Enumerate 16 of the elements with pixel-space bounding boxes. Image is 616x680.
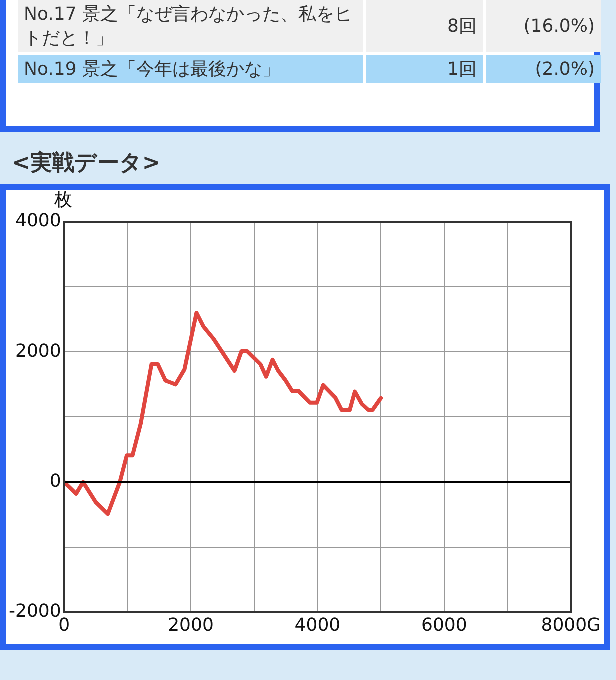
text: No.19 景之「今年は最後かな」 <box>18 55 363 83</box>
x-tick-label: 6000 <box>422 614 468 636</box>
text: (16.0%) <box>486 0 601 52</box>
text: 8回 <box>366 0 483 52</box>
x-tick-label: 8000G <box>541 614 602 636</box>
text: (2.0%) <box>486 55 601 83</box>
chart-title: <実戦データ> <box>11 150 162 178</box>
y-tick-label: 4000 <box>15 210 62 232</box>
y-tick-label: -2000 <box>8 601 62 622</box>
x-tick-label: 2000 <box>168 614 214 636</box>
y-tick-label: 2000 <box>15 340 62 362</box>
x-tick-label: 4000 <box>294 614 341 636</box>
text: 1回 <box>366 55 483 83</box>
y-axis-title: 枚 <box>53 190 72 211</box>
y-tick-label: 0 <box>50 470 62 492</box>
text: No.17 景之「なぜ言わなかった、私をヒトだと！」 <box>18 0 363 52</box>
